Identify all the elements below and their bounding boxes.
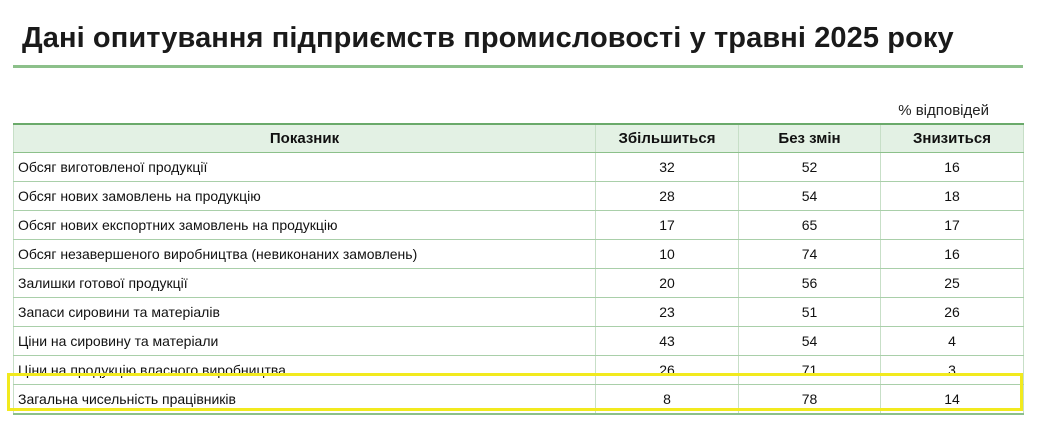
header-no-change: Без змін [738,123,881,153]
value-no-change: 78 [738,384,881,415]
value-decrease: 17 [880,210,1024,240]
value-no-change: 74 [738,239,881,269]
value-increase: 32 [595,152,739,182]
value-increase: 26 [595,355,739,385]
survey-table: Показник Збільшиться Без змін Знизиться … [13,123,1024,415]
unit-note: % відповідей [898,102,989,119]
value-increase: 28 [595,181,739,211]
value-no-change: 51 [738,297,881,327]
value-decrease: 14 [880,384,1024,415]
table-row: Обсяг незавершеного виробництва (невикон… [13,239,1024,269]
value-no-change: 65 [738,210,881,240]
table-row: Ціни на продукцію власного виробництва 2… [13,355,1024,385]
header-decrease: Знизиться [880,123,1024,153]
value-decrease: 16 [880,152,1024,182]
table-row: Залишки готової продукції 20 56 25 [13,268,1024,298]
value-decrease: 18 [880,181,1024,211]
table-row-highlighted: Загальна чисельність працівників 8 78 14 [13,384,1024,415]
value-increase: 23 [595,297,739,327]
row-label: Обсяг нових експортних замовлень на прод… [13,210,596,240]
value-no-change: 71 [738,355,881,385]
header-indicator: Показник [13,123,596,153]
row-label: Обсяг нових замовлень на продукцію [13,181,596,211]
table-row: Запаси сировини та матеріалів 23 51 26 [13,297,1024,327]
table-row: Обсяг нових експортних замовлень на прод… [13,210,1024,240]
value-increase: 10 [595,239,739,269]
value-decrease: 4 [880,326,1024,356]
value-decrease: 26 [880,297,1024,327]
value-decrease: 16 [880,239,1024,269]
page-title: Дані опитування підприємств промисловост… [22,22,954,54]
value-no-change: 52 [738,152,881,182]
table-row: Обсяг виготовленої продукції 32 52 16 [13,152,1024,182]
value-increase: 43 [595,326,739,356]
table-header-row: Показник Збільшиться Без змін Знизиться [13,123,1024,153]
value-decrease: 3 [880,355,1024,385]
value-increase: 20 [595,268,739,298]
table-row: Ціни на сировину та матеріали 43 54 4 [13,326,1024,356]
value-increase: 8 [595,384,739,415]
value-decrease: 25 [880,268,1024,298]
row-label: Обсяг незавершеного виробництва (невикон… [13,239,596,269]
value-increase: 17 [595,210,739,240]
value-no-change: 54 [738,181,881,211]
row-label: Обсяг виготовленої продукції [13,152,596,182]
row-label: Залишки готової продукції [13,268,596,298]
row-label: Ціни на продукцію власного виробництва [13,355,596,385]
row-label: Запаси сировини та матеріалів [13,297,596,327]
title-divider [13,65,1023,68]
value-no-change: 56 [738,268,881,298]
value-no-change: 54 [738,326,881,356]
table-row: Обсяг нових замовлень на продукцію 28 54… [13,181,1024,211]
row-label: Загальна чисельність працівників [13,384,596,415]
row-label: Ціни на сировину та матеріали [13,326,596,356]
header-increase: Збільшиться [595,123,739,153]
